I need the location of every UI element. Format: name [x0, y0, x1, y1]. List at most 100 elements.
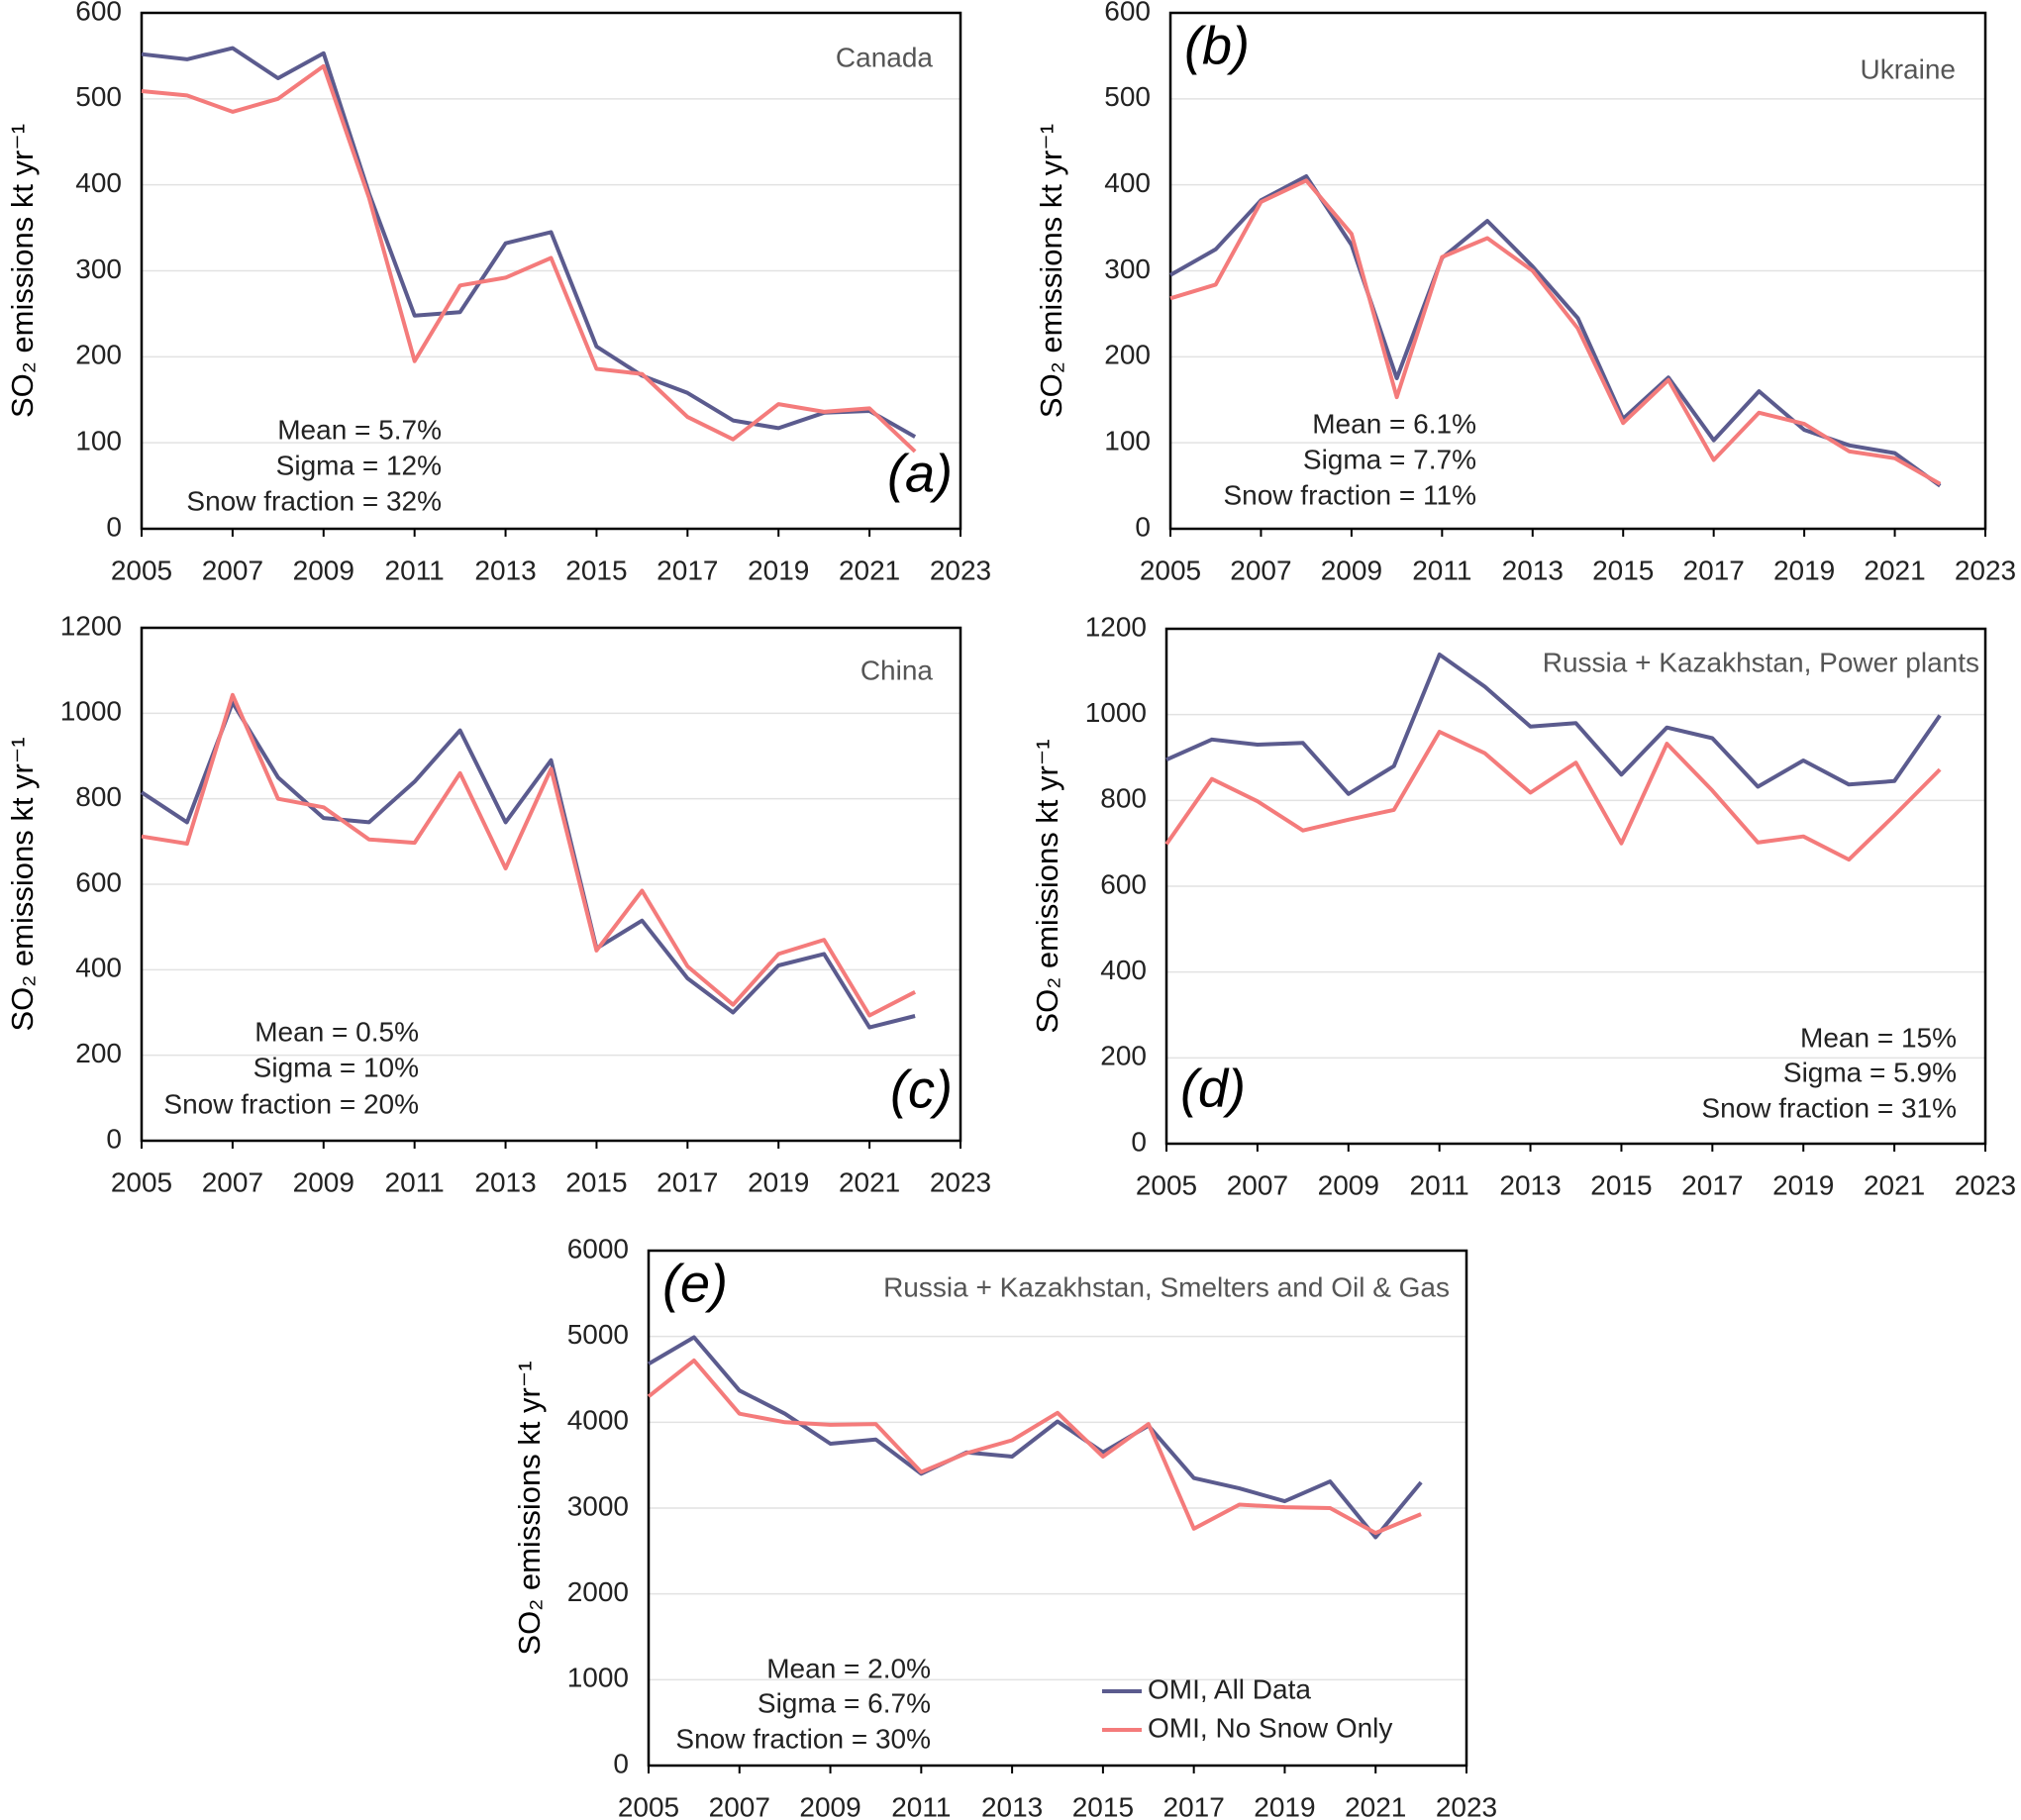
x-tick-label: 2017 [1681, 1169, 1743, 1200]
y-tick-label: 800 [1100, 783, 1147, 814]
x-tick-label: 2011 [1410, 1169, 1469, 1200]
y-tick-label: 600 [75, 0, 122, 26]
stat-annotation: Mean = 0.5% [254, 1016, 419, 1047]
x-tick-label: 2009 [293, 555, 354, 585]
y-tick-label: 6000 [567, 1233, 629, 1264]
plot-frame [1168, 11, 1987, 531]
x-tick-label: 2019 [748, 555, 809, 585]
chart-panel: 0 200 400 600 800 1000 1200 2005 2007 2009 2011 201… [5, 610, 991, 1197]
plot-frame [647, 1249, 1468, 1768]
x-tick-label: 2011 [891, 1791, 951, 1820]
y-tick-label: 0 [1131, 1126, 1147, 1157]
y-tick-label: 600 [75, 866, 122, 897]
y-tick-label: 3000 [567, 1490, 629, 1521]
y-tick-label: 300 [1104, 253, 1151, 284]
y-tick-label: 400 [75, 953, 122, 983]
stat-annotation: Sigma = 10% [253, 1052, 419, 1082]
panel-label: (b) [1184, 16, 1250, 75]
x-tick-label: 2005 [111, 555, 172, 585]
panel-label: (c) [890, 1060, 953, 1119]
x-tick-label: 2017 [657, 555, 718, 585]
x-tick-label: 2023 [1955, 1169, 2016, 1200]
series-line [647, 1335, 1423, 1540]
country-label: China [860, 655, 934, 685]
x-tick-label: 2005 [1136, 1169, 1197, 1200]
x-tick-label: 2021 [1864, 555, 1925, 585]
x-tick-label: 2013 [981, 1791, 1043, 1820]
stat-annotation: Sigma = 12% [276, 450, 442, 480]
chart-panel: 0 100 200 300 400 500 600 2005 2007 2009 2011 2013 2… [5, 0, 991, 585]
plot-frame [1164, 627, 1987, 1146]
x-tick-label: 2023 [930, 555, 991, 585]
y-tick-label: 300 [75, 253, 122, 284]
y-tick-label: 0 [1135, 511, 1151, 542]
y-tick-label: 800 [75, 781, 122, 812]
stat-annotation: Snow fraction = 32% [186, 485, 442, 516]
x-tick-label: 2007 [709, 1791, 770, 1820]
x-tick-label: 2023 [930, 1166, 991, 1197]
x-tick-label: 2021 [1864, 1169, 1925, 1200]
y-tick-label: 600 [1100, 868, 1147, 899]
chart-panel: 0 1000 2000 3000 4000 5000 6000 2005 2007 2009 201… [512, 1233, 1497, 1820]
x-tick-label: 2013 [474, 555, 536, 585]
stat-annotation: Mean = 2.0% [766, 1653, 931, 1683]
y-tick-label: 1200 [60, 610, 122, 641]
x-tick-label: 2011 [385, 1166, 445, 1197]
x-tick-label: 2023 [1436, 1791, 1497, 1820]
y-tick-label: 1000 [1085, 697, 1147, 728]
y-tick-label: 200 [1100, 1041, 1147, 1071]
y-tick-label: 200 [1104, 340, 1151, 370]
series-line [140, 700, 916, 1030]
x-tick-label: 2021 [1345, 1791, 1406, 1820]
stat-annotation: Snow fraction = 11% [1223, 479, 1476, 510]
stat-annotation: Sigma = 6.7% [758, 1687, 931, 1718]
x-tick-label: 2009 [1321, 555, 1382, 585]
series-line [1169, 174, 1942, 488]
series-line [1165, 653, 1942, 796]
x-tick-label: 2017 [657, 1166, 718, 1197]
x-tick-label: 2007 [202, 1166, 263, 1197]
country-label: Ukraine [1861, 53, 1956, 84]
x-tick-label: 2023 [1955, 555, 2016, 585]
y-tick-label: 500 [1104, 81, 1151, 112]
x-tick-label: 2017 [1163, 1791, 1225, 1820]
chart-panel: 0 100 200 300 400 500 600 2005 2007 2009 2011 2013 2… [1034, 0, 2016, 585]
series-line [141, 692, 917, 1018]
x-tick-label: 2015 [565, 1166, 627, 1197]
x-tick-label: 2021 [839, 1166, 900, 1197]
y-tick-label: 100 [75, 426, 122, 456]
panel-label: (d) [1180, 1059, 1246, 1118]
y-tick-label: 4000 [567, 1405, 629, 1436]
stat-annotation: Mean = 6.1% [1312, 408, 1476, 439]
y-tick-label: 1200 [1085, 611, 1147, 642]
y-tick-label: 1000 [567, 1663, 629, 1693]
y-axis-label: SO₂ emissions kt yr⁻¹ [1034, 124, 1068, 418]
y-axis-label: SO₂ emissions kt yr⁻¹ [1030, 739, 1064, 1033]
stat-annotation: Sigma = 7.7% [1303, 444, 1476, 474]
x-tick-label: 2019 [1254, 1791, 1315, 1820]
series-line [1169, 178, 1942, 486]
country-label: Canada [836, 42, 934, 72]
x-tick-label: 2015 [1592, 555, 1654, 585]
x-tick-label: 2009 [1318, 1169, 1379, 1200]
series-line [1164, 730, 1942, 862]
y-tick-label: 600 [1104, 0, 1151, 26]
plot-frame [140, 11, 962, 531]
x-tick-label: 2005 [1140, 555, 1201, 585]
x-tick-label: 2009 [799, 1791, 860, 1820]
x-tick-label: 2011 [385, 555, 445, 585]
x-tick-label: 2013 [474, 1166, 536, 1197]
stat-annotation: Sigma = 5.9% [1783, 1057, 1957, 1087]
y-tick-label: 400 [75, 167, 122, 198]
stat-annotation: Snow fraction = 31% [1701, 1092, 1957, 1123]
y-tick-label: 1000 [60, 696, 122, 727]
y-tick-label: 0 [106, 1123, 122, 1154]
x-tick-label: 2011 [1412, 555, 1471, 585]
series-line [647, 1358, 1422, 1536]
x-tick-label: 2019 [748, 1166, 809, 1197]
y-tick-label: 0 [106, 511, 122, 542]
x-tick-label: 2013 [1502, 555, 1564, 585]
y-tick-label: 400 [1100, 955, 1147, 985]
x-tick-label: 2007 [1230, 555, 1291, 585]
x-tick-label: 2015 [565, 555, 627, 585]
